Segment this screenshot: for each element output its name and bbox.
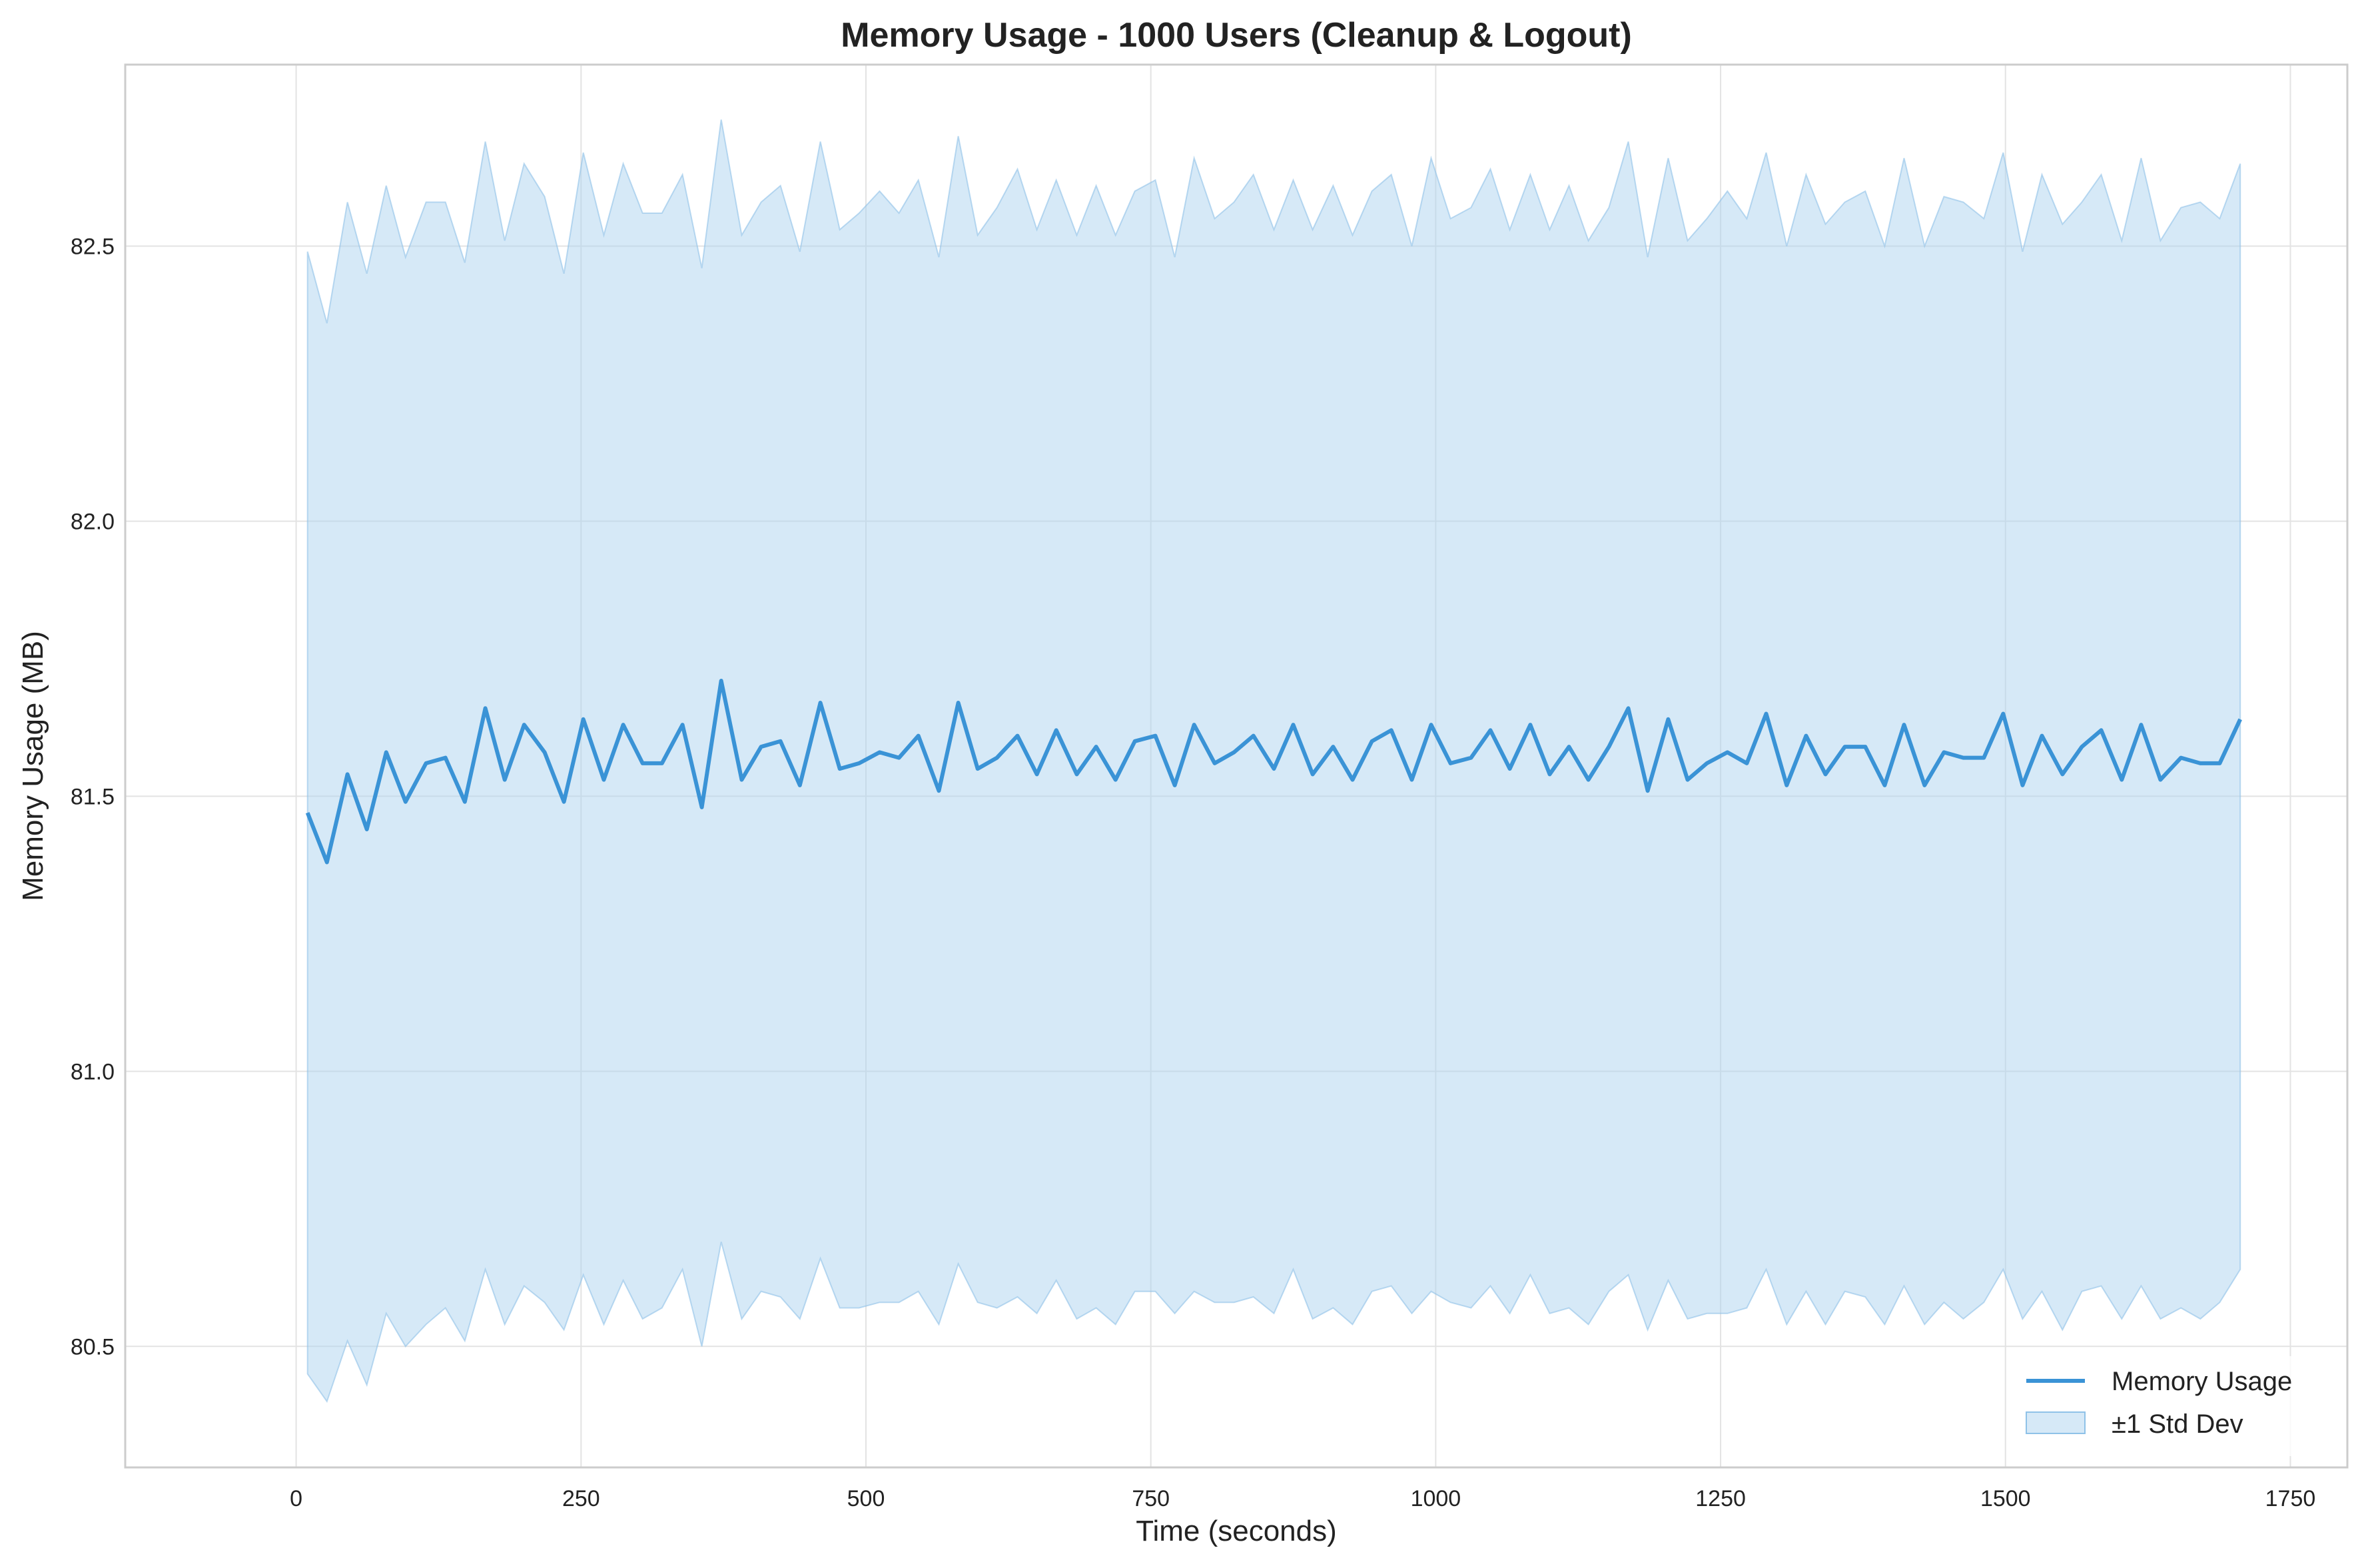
y-axis-label: Memory Usage (MB): [17, 631, 49, 901]
legend-band-swatch: [2026, 1411, 2086, 1434]
plot-frame: [124, 63, 2349, 1469]
legend-label-memory-usage: Memory Usage: [2112, 1367, 2292, 1396]
x-tick-label-0: 0: [290, 1486, 302, 1511]
legend-box: [2012, 1356, 2338, 1456]
memory-usage-line: [305, 679, 2242, 865]
y-tick-label-81.5: 81.5: [71, 784, 115, 809]
x-tick-label-1750: 1750: [2265, 1486, 2316, 1511]
x-tick-label-500: 500: [847, 1486, 885, 1511]
std-dev-band-area: [306, 119, 2241, 1403]
y-tick-label-81.0: 81.0: [71, 1059, 115, 1084]
x-tick-label-1500: 1500: [1980, 1486, 2031, 1511]
x-axis-ticks: 0 250 500 750 1000 1250 1500 1750: [290, 1486, 2315, 1511]
y-axis-ticks: 80.5 81.0 81.5 82.0 82.5: [71, 234, 115, 1360]
y-tick-label-82.5: 82.5: [71, 234, 115, 260]
std-dev-band: [306, 119, 2241, 1403]
x-tick-label-1000: 1000: [1411, 1486, 1461, 1511]
x-tick-label-1250: 1250: [1695, 1486, 1746, 1511]
legend-label-std-dev: ±1 Std Dev: [2112, 1409, 2243, 1439]
x-tick-label-250: 250: [562, 1486, 600, 1511]
legend: Memory Usage ±1 Std Dev: [2012, 1356, 2338, 1456]
x-axis-label: Time (seconds): [1136, 1515, 1337, 1547]
x-tick-label-750: 750: [1132, 1486, 1170, 1511]
chart-title: Memory Usage - 1000 Users (Cleanup & Log…: [841, 16, 1632, 55]
y-tick-label-80.5: 80.5: [71, 1334, 115, 1360]
y-tick-label-82.0: 82.0: [71, 509, 115, 534]
